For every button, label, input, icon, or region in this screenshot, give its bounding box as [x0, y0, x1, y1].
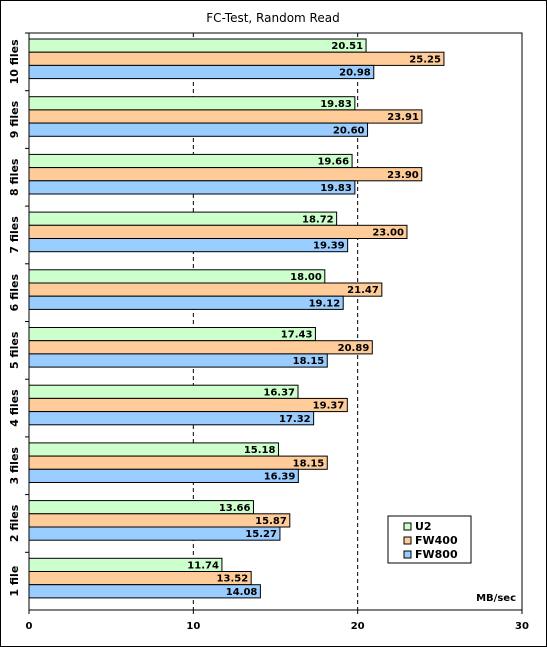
data-label: 19.83 — [320, 99, 352, 110]
data-label: 20.51 — [331, 41, 363, 52]
data-label: 23.00 — [372, 228, 404, 239]
data-label: 15.87 — [255, 516, 287, 527]
x-axis-unit-label: MB/sec — [476, 593, 516, 604]
x-tick-label: 0 — [26, 621, 33, 632]
data-label: 11.74 — [187, 561, 219, 572]
data-label: 18.15 — [293, 458, 325, 469]
data-label: 23.90 — [387, 170, 419, 181]
bar-u2 — [28, 211, 338, 226]
category-labels: 10 files 9 files 8 files 7 files 6 files 5 fi… — [8, 32, 29, 597]
legend-label: U2 — [415, 520, 432, 533]
data-label: 20.60 — [333, 125, 365, 136]
legend-swatch-u2 — [403, 522, 412, 531]
bars-group: 20.51 25.25 20.98 19.83 23.91 20.60 19.66 23.90… — [28, 38, 445, 599]
data-label: 17.32 — [279, 414, 311, 425]
bar-u2 — [28, 384, 299, 399]
category-label: 3 files — [8, 447, 21, 485]
data-label: 13.66 — [219, 503, 251, 514]
category-label: 5 files — [8, 331, 21, 369]
data-label: 19.66 — [317, 157, 349, 168]
category-label: 4 files — [8, 389, 21, 427]
chart-title: FC-Test, Random Read — [206, 11, 339, 25]
data-label: 18.72 — [302, 214, 334, 225]
bar-fw800 — [28, 238, 349, 253]
data-label: 16.39 — [264, 472, 296, 483]
data-label: 19.83 — [320, 183, 352, 194]
bar-fw400 — [28, 282, 383, 297]
legend-box — [387, 515, 472, 564]
grid-lines — [192, 33, 359, 610]
bar-fw400 — [28, 455, 328, 470]
bar-u2 — [28, 269, 326, 284]
bar-fw800 — [28, 64, 375, 80]
data-label: 14.08 — [226, 587, 258, 598]
data-label: 13.52 — [217, 574, 249, 585]
bar-fw400 — [28, 224, 408, 240]
data-label: 25.25 — [409, 54, 441, 65]
category-label: 2 files — [8, 504, 21, 542]
x-tick-label: 30 — [515, 621, 529, 632]
bar-fw800 — [28, 122, 369, 137]
category-label: 10 files — [8, 39, 21, 85]
data-label: 18.15 — [293, 356, 325, 367]
data-label: 20.89 — [338, 343, 370, 354]
data-label: 19.39 — [313, 241, 345, 252]
category-label: 7 files — [8, 216, 21, 254]
bar-fw800 — [28, 180, 356, 195]
data-label: 23.91 — [387, 112, 419, 123]
x-tick-label: 20 — [351, 621, 365, 632]
bar-fw800 — [28, 353, 328, 368]
x-tick-label: 10 — [186, 621, 200, 632]
category-label: 1 file — [8, 566, 21, 597]
bar-fw400 — [28, 167, 423, 182]
data-label: 18.00 — [290, 272, 322, 283]
bar-u2 — [28, 38, 367, 53]
bar-fw800 — [28, 411, 315, 426]
data-label: 16.37 — [263, 387, 295, 398]
legend-label: FW400 — [415, 534, 458, 547]
bar-u2 — [28, 153, 353, 169]
bar-fw400 — [28, 51, 445, 66]
legend-label: FW800 — [415, 548, 458, 561]
x-axis-ticks: 0 10 20 30 — [26, 610, 529, 632]
bar-fw800 — [28, 526, 281, 541]
data-label: 19.37 — [313, 401, 345, 412]
category-label: 8 files — [8, 158, 21, 196]
bar-fw800 — [28, 584, 261, 599]
bar-u2 — [28, 327, 316, 342]
data-label: 19.12 — [309, 298, 341, 309]
legend-swatch-fw800 — [403, 550, 412, 559]
bar-u2 — [28, 96, 356, 111]
category-label: 9 files — [8, 100, 21, 138]
data-label: 21.47 — [347, 285, 379, 296]
data-label: 15.27 — [245, 529, 277, 540]
bar-fw400 — [28, 340, 373, 355]
bar-fw400 — [28, 109, 423, 124]
bar-fw800 — [28, 468, 299, 483]
bar-u2 — [28, 442, 279, 457]
data-label: 17.43 — [281, 330, 313, 341]
data-label: 20.98 — [339, 68, 371, 79]
bar-fw800 — [28, 295, 344, 310]
bar-fw400 — [28, 397, 348, 413]
data-label: 15.18 — [244, 445, 276, 456]
bar-fw400 — [28, 513, 291, 528]
category-label: 6 files — [8, 273, 21, 311]
legend-swatch-fw400 — [403, 536, 412, 545]
